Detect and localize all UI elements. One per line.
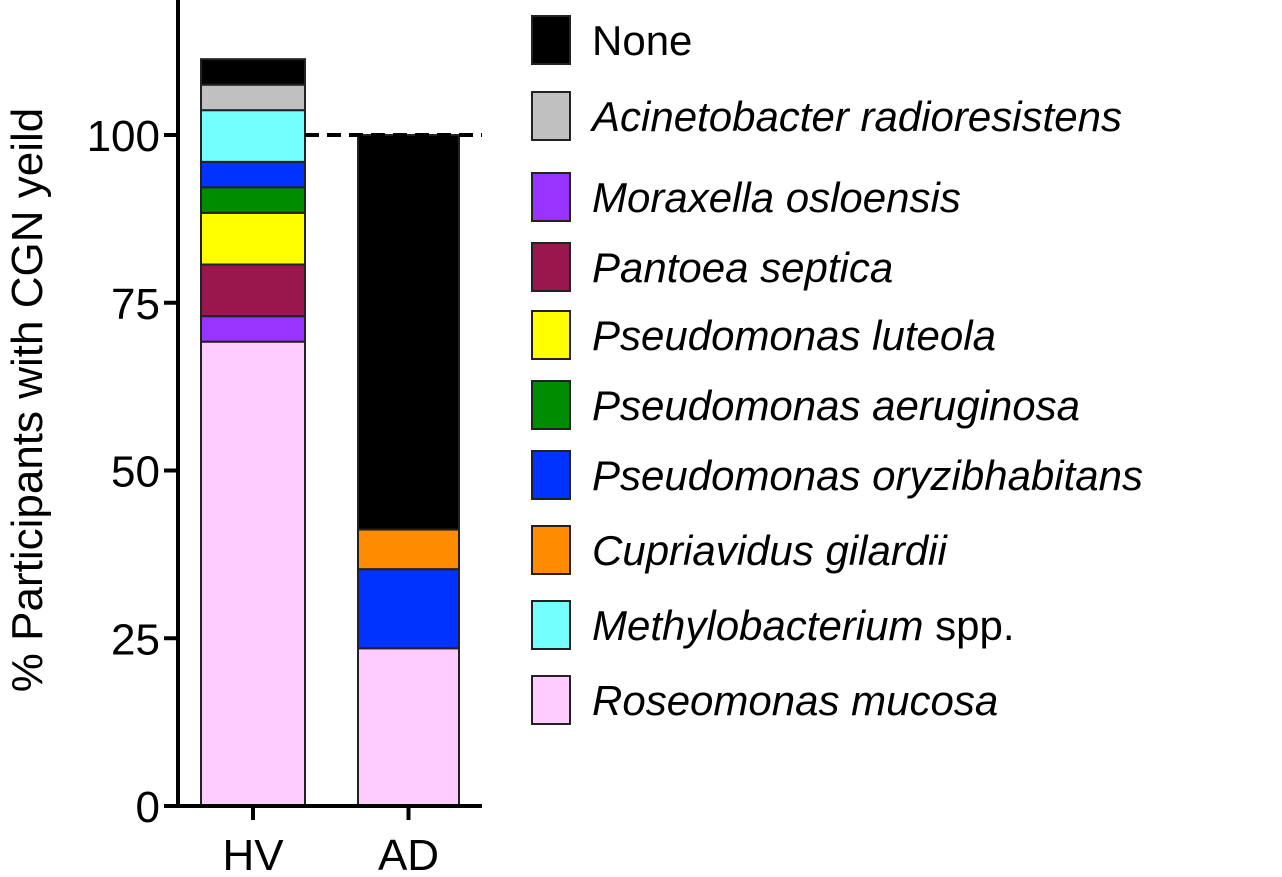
- bar-segment-hv: [200, 315, 306, 343]
- bar-segment-hv: [200, 109, 306, 163]
- bar-segment-hv: [200, 263, 306, 318]
- legend-label: Moraxella osloensis: [592, 174, 961, 221]
- bar-segment-hv: [200, 340, 306, 807]
- legend: None Acinetobacter radioresistens Moraxell…: [531, 15, 1143, 725]
- bar-segment-hv: [200, 211, 306, 266]
- legend-label: Roseomonas mucosa: [592, 677, 998, 724]
- legend-swatch: [531, 450, 571, 500]
- legend-label: Pseudomonas aeruginosa: [592, 382, 1080, 429]
- bar-segment-ad: [357, 568, 460, 650]
- y-tick-label: 0: [136, 783, 160, 832]
- x-tick-label: HV: [222, 831, 284, 877]
- bar-segment-hv: [200, 83, 306, 112]
- legend-label: Pantoea septica: [592, 244, 893, 291]
- legend-swatch: [531, 380, 571, 430]
- y-tick-label: 50: [111, 448, 160, 497]
- bar-segment-ad: [357, 647, 460, 807]
- axes: HV AD 0 25 50 75 100: [87, 0, 482, 877]
- bar-segment-ad: [357, 134, 460, 531]
- legend-swatch: [531, 172, 571, 222]
- bars: [200, 58, 460, 807]
- bar-segment-ad: [357, 528, 460, 571]
- legend-label: Methylobacterium spp.: [592, 602, 1015, 649]
- x-tick-label: AD: [378, 831, 439, 877]
- legend-swatch: [531, 15, 571, 65]
- bar-segment-hv: [200, 58, 306, 86]
- y-tick-label: 100: [87, 112, 160, 161]
- legend-swatch: [531, 91, 571, 141]
- legend-label: None: [592, 17, 692, 64]
- legend-swatch: [531, 525, 571, 575]
- bar-segment-hv: [200, 186, 306, 214]
- y-tick-label: 75: [111, 280, 160, 329]
- bar-segment-hv: [200, 160, 306, 189]
- legend-label: Cupriavidus gilardii: [592, 527, 948, 574]
- y-tick-label: 25: [111, 615, 160, 664]
- legend-swatch: [531, 242, 571, 292]
- legend-label: Pseudomonas oryzibhabitans: [592, 452, 1143, 499]
- legend-swatch: [531, 600, 571, 650]
- legend-swatch: [531, 675, 571, 725]
- legend-label: Pseudomonas luteola: [592, 312, 996, 359]
- legend-label: Acinetobacter radioresistens: [589, 93, 1122, 140]
- legend-swatch: [531, 310, 571, 360]
- y-axis-label: % Participants with CGN yeild: [3, 108, 52, 692]
